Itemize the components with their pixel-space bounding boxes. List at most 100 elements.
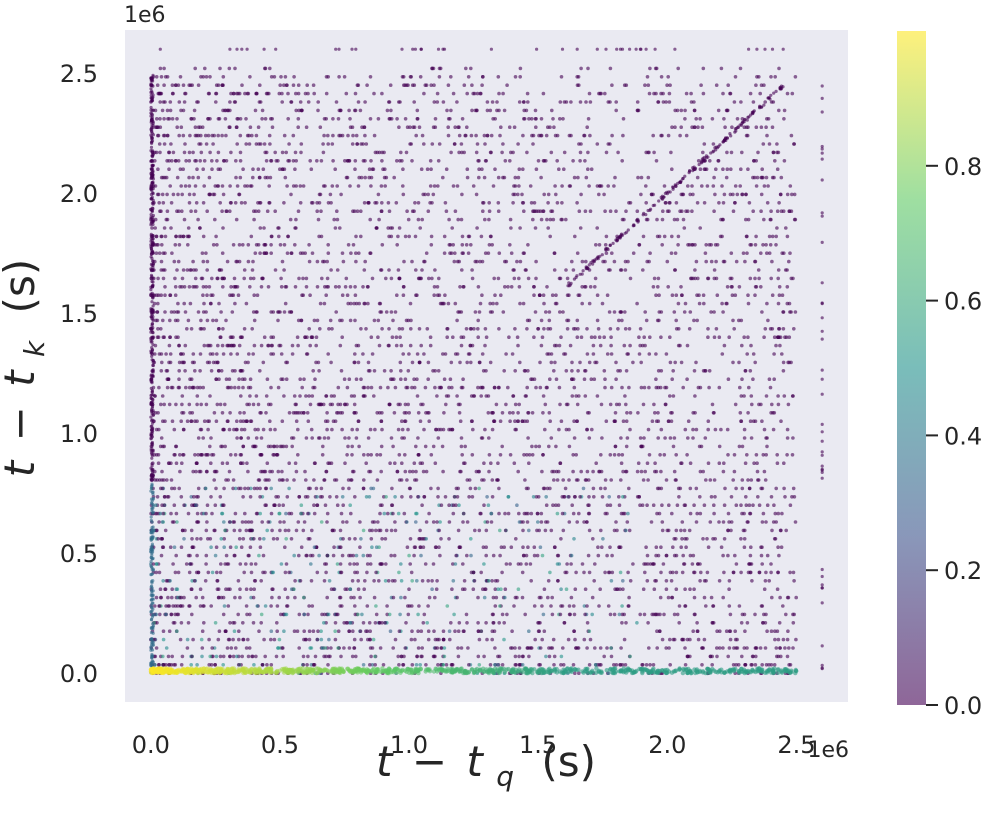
scatter-point xyxy=(696,276,700,281)
scatter-point xyxy=(210,159,214,163)
scatter-point xyxy=(356,419,361,424)
scatter-point xyxy=(722,537,727,541)
scatter-point xyxy=(648,663,652,667)
scatter-point xyxy=(755,175,760,180)
scatter-point xyxy=(340,293,345,298)
scatter-point xyxy=(455,100,459,104)
scatter-point xyxy=(277,503,282,508)
scatter-point xyxy=(307,394,311,398)
scatter-point xyxy=(714,83,719,87)
scatter-point xyxy=(665,259,670,264)
scatter-point xyxy=(302,612,307,617)
scatter-point xyxy=(441,352,445,356)
scatter-point xyxy=(441,427,446,432)
scatter-point xyxy=(289,192,293,197)
scatter-point xyxy=(492,419,496,424)
scatter-point xyxy=(160,469,164,474)
scatter-point xyxy=(689,100,694,104)
scatter-point xyxy=(340,427,344,432)
scatter-point xyxy=(432,83,436,87)
scatter-point xyxy=(166,654,171,659)
scatter-point xyxy=(653,461,657,466)
scatter-point xyxy=(681,385,685,390)
scatter-point xyxy=(507,411,512,415)
scatter-point xyxy=(578,226,583,230)
scatter-point xyxy=(674,201,679,205)
scatter-point xyxy=(352,402,357,407)
scatter-point xyxy=(437,142,442,146)
scatter-point xyxy=(397,629,402,633)
scatter-point xyxy=(368,528,372,533)
scatter-point xyxy=(169,310,174,314)
scatter-point xyxy=(312,511,317,516)
scatter-point xyxy=(609,579,614,583)
scatter-point xyxy=(182,217,187,222)
scatter-point xyxy=(306,486,311,491)
scatter-point xyxy=(619,478,623,482)
scatter-point xyxy=(345,453,349,457)
scatter-point xyxy=(197,469,202,474)
scatter-point xyxy=(493,167,497,171)
scatter-point xyxy=(584,175,589,180)
scatter-point xyxy=(766,318,770,323)
scatter-point xyxy=(478,301,483,306)
scatter-point xyxy=(315,570,320,575)
scatter-point xyxy=(771,427,776,432)
scatter-point xyxy=(489,411,494,415)
scatter-point xyxy=(501,310,506,314)
scatter-point xyxy=(394,201,399,205)
scatter-point xyxy=(746,293,750,298)
scatter-point xyxy=(168,184,172,188)
scatter-point xyxy=(516,175,521,180)
scatter-point xyxy=(506,385,510,390)
scatter-point xyxy=(452,612,456,617)
scatter-point xyxy=(564,268,568,272)
scatter-point xyxy=(464,327,469,331)
scatter-point xyxy=(525,150,529,155)
scatter-point xyxy=(367,167,372,171)
scatter-point xyxy=(429,453,434,457)
scatter-point xyxy=(644,184,648,188)
scatter-point xyxy=(208,537,213,541)
scatter-point xyxy=(182,285,187,289)
scatter-point xyxy=(742,335,746,340)
scatter-point xyxy=(550,108,554,113)
scatter-point xyxy=(162,83,166,87)
scatter-point xyxy=(740,612,745,617)
scatter-point xyxy=(302,520,307,524)
scatter-point xyxy=(403,117,408,121)
scatter-point xyxy=(638,612,642,617)
scatter-point xyxy=(769,411,773,415)
scatter-point xyxy=(623,268,628,272)
scatter-point xyxy=(179,621,184,625)
scatter-point xyxy=(470,108,474,113)
scatter-point xyxy=(190,587,194,591)
scatter-point xyxy=(258,201,262,205)
scatter-point xyxy=(787,335,792,340)
scatter-point xyxy=(345,175,350,180)
scatter-point xyxy=(773,159,777,163)
scatter-point xyxy=(555,562,560,566)
scatter-point xyxy=(695,318,699,323)
scatter-point xyxy=(301,251,305,255)
scatter-point xyxy=(529,646,533,650)
scatter-point xyxy=(239,201,244,205)
scatter-point xyxy=(686,436,690,440)
scatter-point xyxy=(206,537,210,541)
scatter-point xyxy=(256,125,261,129)
scatter-point xyxy=(349,301,353,306)
scatter-point xyxy=(535,511,540,516)
scatter-point xyxy=(585,352,590,356)
scatter-point xyxy=(173,612,177,617)
scatter-point xyxy=(679,108,684,113)
scatter-point xyxy=(612,663,616,667)
scatter-point xyxy=(325,411,329,415)
scatter-point xyxy=(175,520,179,524)
scatter-point xyxy=(187,385,192,390)
scatter-point xyxy=(628,411,633,415)
scatter-point xyxy=(316,629,320,633)
scatter-point xyxy=(168,545,173,549)
scatter-point xyxy=(462,83,467,87)
scatter-point xyxy=(593,562,597,566)
scatter-point xyxy=(481,545,486,549)
